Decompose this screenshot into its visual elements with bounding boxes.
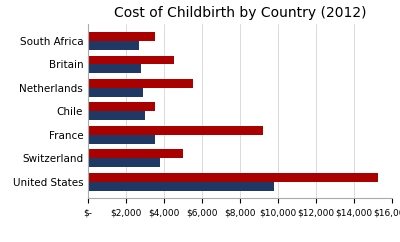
Bar (88, 173, 378, 182)
Bar (88, 41, 139, 50)
Bar (88, 64, 141, 73)
Bar (88, 158, 160, 167)
Bar (88, 111, 145, 120)
Bar (88, 88, 143, 97)
Bar (88, 182, 274, 190)
Bar (88, 56, 174, 64)
Bar (88, 32, 154, 41)
Title: Cost of Childbirth by Country (2012): Cost of Childbirth by Country (2012) (114, 6, 366, 20)
Bar (88, 126, 263, 135)
Bar (88, 102, 154, 111)
Bar (88, 135, 154, 144)
Bar (88, 79, 192, 88)
Bar (88, 149, 183, 158)
